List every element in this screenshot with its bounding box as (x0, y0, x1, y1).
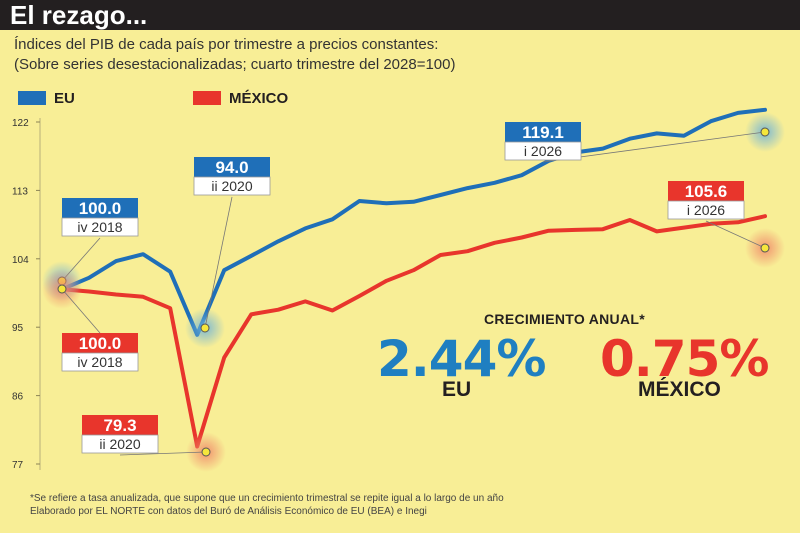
growth-label-eu: EU (442, 378, 472, 401)
footnote-2: Elaborado por EL NORTE con datos del Bur… (30, 506, 427, 517)
annotation-value-box (505, 122, 581, 142)
legend-label-mexico: MÉXICO (229, 89, 289, 107)
y-tick-label: 95 (12, 323, 24, 334)
leader-line (61, 288, 101, 334)
annotation-period-box (193, 176, 271, 196)
annotation-value: 105.6 (685, 182, 728, 201)
annotation-dot (200, 323, 210, 333)
series-line-mexico (60, 214, 767, 449)
y-tick-label: 77 (12, 460, 24, 471)
leader-line (119, 451, 207, 456)
annotation-period: ii 2020 (211, 178, 252, 194)
chart-subtitle-2: (Sobre series desestacionalizadas; cuart… (14, 56, 456, 73)
growth-title: CRECIMIENTO ANUAL* (484, 311, 645, 327)
title-bar: El rezago... (0, 0, 800, 30)
chart-subtitle-1: Índices del PIB de cada país por trimest… (14, 36, 439, 53)
legend-item-mexico: MÉXICO (193, 89, 288, 107)
leader-line (204, 196, 233, 329)
annotation-value-box (668, 181, 744, 201)
annotation-value-box (62, 198, 138, 218)
annotation-value: 100.0 (79, 334, 122, 353)
annotation-value-box (82, 415, 158, 435)
annotation-value-box (194, 157, 270, 177)
growth-value-eu: 2.44% (377, 330, 546, 388)
legend-swatch-mexico (193, 91, 221, 105)
annotation-period-box (61, 352, 139, 372)
footnote-1: *Se refiere a tasa anualizada, que supon… (30, 493, 504, 504)
y-tick-label: 113 (12, 186, 28, 197)
leader-line (705, 220, 766, 249)
annotation-period-box (81, 434, 159, 454)
y-tick-label: 104 (12, 255, 29, 266)
chart-title: El rezago... (10, 0, 148, 30)
annotation-period: i 2026 (524, 143, 562, 159)
growth-label-mexico: MÉXICO (638, 378, 721, 401)
annotation-value: 94.0 (215, 158, 248, 177)
series-line-eu (60, 107, 767, 337)
annotation-period-box (504, 141, 582, 161)
annotation-period-box (667, 200, 745, 220)
legend-label-eu: EU (54, 89, 75, 107)
annotation-value-box (62, 333, 138, 353)
annotation-dot (760, 127, 770, 137)
y-tick-label: 86 (12, 392, 24, 403)
annotation-value: 100.0 (79, 199, 122, 218)
annotation-period: iv 2018 (77, 219, 122, 235)
annotation-period: iv 2018 (77, 354, 122, 370)
annotation-dot (57, 284, 67, 294)
annotation-dot (201, 447, 211, 457)
annotation-value: 79.3 (103, 416, 136, 435)
annotation-value: 119.1 (522, 123, 564, 142)
annotation-period-box (61, 217, 139, 237)
y-tick-label: 122 (12, 118, 29, 129)
annotation-period: ii 2020 (99, 436, 140, 452)
growth-value-mexico: 0.75% (600, 330, 769, 388)
legend-swatch-eu (18, 91, 46, 105)
annotation-dot (760, 243, 770, 253)
legend-item-eu: EU (18, 89, 75, 107)
annotation-period: i 2026 (687, 202, 725, 218)
